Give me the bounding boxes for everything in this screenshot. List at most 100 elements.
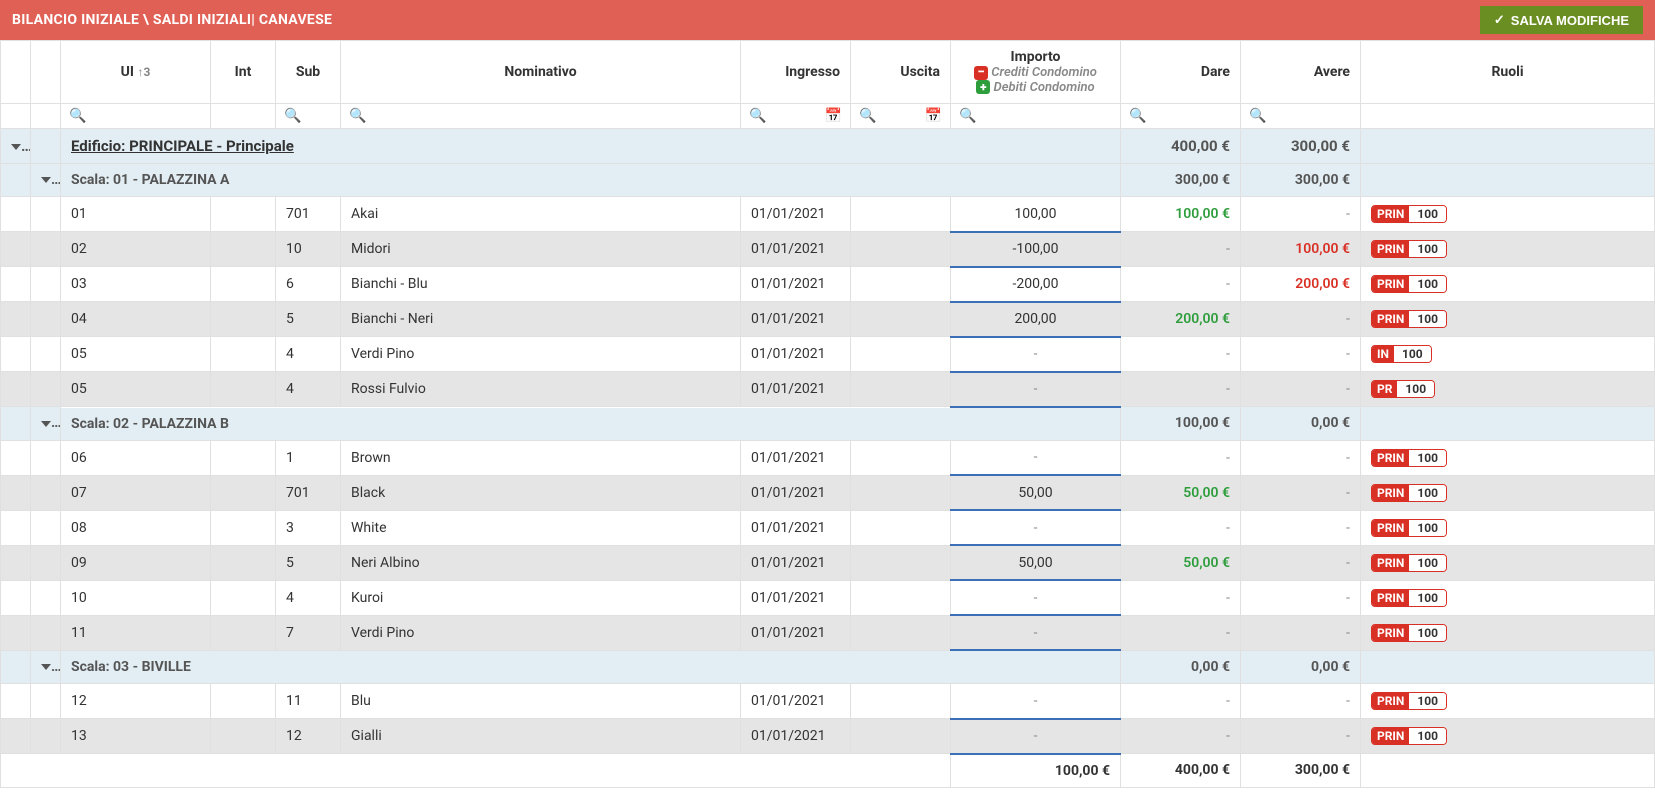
cell-importo[interactable]: 50,00 [951,545,1121,580]
cell-uscita [851,337,951,372]
cell-ui: 02 [61,232,211,267]
cell-ruoli: PRIN100 [1361,197,1655,232]
cell-avere: - [1241,372,1361,407]
cell-importo[interactable]: - [951,615,1121,650]
col-sub[interactable]: Sub [276,41,341,104]
search-icon: 🔍 [69,108,86,124]
table-row[interactable]: 0210Midori01/01/2021-100,00-100,00 €PRIN… [1,232,1655,267]
filter-uscita[interactable]: 🔍📅 [851,104,951,129]
group-dare: 100,00 € [1121,407,1241,441]
search-icon: 🔍 [749,108,766,124]
caret-down-icon [11,144,21,150]
cell-ui: 06 [61,440,211,475]
sort-indicator: ↑3 [137,65,150,79]
cell-nominativo: White [341,510,741,545]
cell-ui: 10 [61,580,211,615]
cell-uscita [851,580,951,615]
cell-importo[interactable]: - [951,337,1121,372]
col-importo[interactable]: Importo − Crediti Condomino + Debiti Con… [951,41,1121,104]
table-row[interactable]: 054Rossi Fulvio01/01/2021---PR100 [1,372,1655,407]
cell-importo[interactable]: - [951,510,1121,545]
cell-avere: - [1241,440,1361,475]
ruolo-badge: PR100 [1371,380,1435,398]
cell-int [211,545,276,580]
group-row[interactable]: Scala: 01 - PALAZZINA A300,00 €300,00 € [1,164,1655,197]
group-row[interactable]: Scala: 03 - BIVILLE0,00 €0,00 € [1,650,1655,684]
cell-ingresso: 01/01/2021 [741,475,851,510]
col-int[interactable]: Int [211,41,276,104]
cell-ruoli: PR100 [1361,372,1655,407]
cell-ingresso: 01/01/2021 [741,510,851,545]
col-ui[interactable]: UI ↑3 [61,41,211,104]
table-row[interactable]: 07701Black01/01/202150,0050,00 €-PRIN100 [1,475,1655,510]
page-header: BILANCIO INIZIALE \ SALDI INIZIALI| CANA… [0,0,1655,40]
cell-ui: 12 [61,684,211,719]
filter-ui[interactable]: 🔍 [61,104,211,129]
cell-dare: - [1121,337,1241,372]
table-row[interactable]: 036Bianchi - Blu01/01/2021-200,00-200,00… [1,267,1655,302]
col-avere[interactable]: Avere [1241,41,1361,104]
cell-dare: - [1121,232,1241,267]
cell-ingresso: 01/01/2021 [741,719,851,754]
cell-importo[interactable]: 100,00 [951,197,1121,232]
cell-nominativo: Black [341,475,741,510]
cell-importo[interactable]: - [951,372,1121,407]
filter-nom[interactable]: 🔍 [341,104,741,129]
cell-ui: 13 [61,719,211,754]
cell-ui: 04 [61,302,211,337]
cell-int [211,684,276,719]
table-row[interactable]: 01701Akai01/01/2021100,00100,00 €-PRIN10… [1,197,1655,232]
table-row[interactable]: 061Brown01/01/2021---PRIN100 [1,440,1655,475]
table-row[interactable]: 1312Gialli01/01/2021---PRIN100 [1,719,1655,754]
table-row[interactable]: 1211Blu01/01/2021---PRIN100 [1,684,1655,719]
cell-importo[interactable]: 200,00 [951,302,1121,337]
cell-ingresso: 01/01/2021 [741,337,851,372]
cell-importo[interactable]: -100,00 [951,232,1121,267]
cell-sub: 7 [276,615,341,650]
caret-down-icon [41,177,51,183]
cell-nominativo: Rossi Fulvio [341,372,741,407]
cell-int [211,232,276,267]
cell-ingresso: 01/01/2021 [741,440,851,475]
cell-importo[interactable]: - [951,440,1121,475]
cell-avere: 200,00 € [1241,267,1361,302]
col-uscita[interactable]: Uscita [851,41,951,104]
cell-importo[interactable]: - [951,580,1121,615]
table-row[interactable]: 045Bianchi - Neri01/01/2021200,00200,00 … [1,302,1655,337]
cell-int [211,267,276,302]
ruolo-badge: PRIN100 [1371,205,1447,223]
filter-dare[interactable]: 🔍 [1121,104,1241,129]
cell-importo[interactable]: 50,00 [951,475,1121,510]
table-row[interactable]: 095Neri Albino01/01/202150,0050,00 €-PRI… [1,545,1655,580]
filter-sub[interactable]: 🔍 [276,104,341,129]
save-button[interactable]: SALVA MODIFICHE [1480,6,1643,34]
filter-avere[interactable]: 🔍 [1241,104,1361,129]
col-ruoli[interactable]: Ruoli [1361,41,1655,104]
table-row[interactable]: 083White01/01/2021---PRIN100 [1,510,1655,545]
cell-importo[interactable]: -200,00 [951,267,1121,302]
col-ingresso[interactable]: Ingresso [741,41,851,104]
cell-importo[interactable]: - [951,684,1121,719]
filter-importo[interactable]: 🔍 [951,104,1121,129]
table-row[interactable]: 054Verdi Pino01/01/2021---IN100 [1,337,1655,372]
cell-sub: 11 [276,684,341,719]
filter-ingresso[interactable]: 🔍📅 [741,104,851,129]
cell-ruoli: PRIN100 [1361,684,1655,719]
calendar-icon[interactable]: 📅 [925,108,942,124]
cell-uscita [851,545,951,580]
group-row[interactable]: Edificio: PRINCIPALE - Principale400,00 … [1,129,1655,164]
ruolo-badge: PRIN100 [1371,240,1447,258]
cell-avere: 100,00 € [1241,232,1361,267]
cell-importo[interactable]: - [951,719,1121,754]
col-dare[interactable]: Dare [1121,41,1241,104]
cell-ingresso: 01/01/2021 [741,372,851,407]
table-row[interactable]: 117Verdi Pino01/01/2021---PRIN100 [1,615,1655,650]
ruolo-badge: PRIN100 [1371,449,1447,467]
calendar-icon[interactable]: 📅 [825,108,842,124]
cell-avere: - [1241,197,1361,232]
cell-ingresso: 01/01/2021 [741,267,851,302]
cell-int [211,719,276,754]
group-row[interactable]: Scala: 02 - PALAZZINA B100,00 €0,00 € [1,407,1655,441]
table-row[interactable]: 104Kuroi01/01/2021---PRIN100 [1,580,1655,615]
col-nom[interactable]: Nominativo [341,41,741,104]
